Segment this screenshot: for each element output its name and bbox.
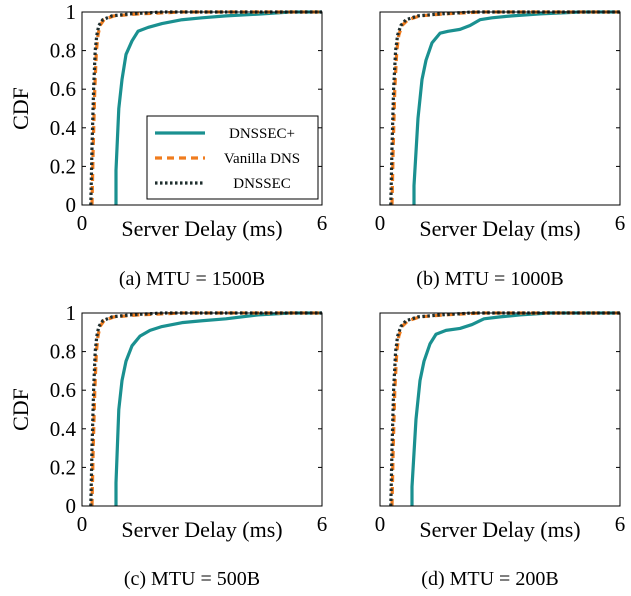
series-line-vanilla-dns [390,311,620,507]
panel-caption: (b) MTU = 1000B [416,268,563,290]
x-tick-label: 6 [615,512,626,536]
plot-frame [81,312,323,507]
y-tick-label: 0.4 [50,116,77,140]
series-line-vanilla-dns [90,311,322,507]
x-tick-label: 0 [375,211,386,235]
y-tick-label: 0.2 [50,154,76,178]
plot-frame [379,312,621,507]
panel-caption: (c) MTU = 500B [124,568,260,590]
chart-panel-4: 0 6 Server Delay (ms) (d) MTU = 200B [375,311,626,590]
x-axis-label: Server Delay (ms) [419,517,580,542]
plot-frame [379,11,621,206]
chart-panel-2: 0 6 Server Delay (ms) (b) MTU = 1000B [375,10,626,290]
series-line-dnssec [389,311,620,507]
y-tick-label: 0.8 [50,340,76,364]
y-axis-label: CDF [8,87,33,130]
y-tick-label: 0 [66,494,77,518]
x-tick-label: 6 [317,211,328,235]
legend-label: DNSSEC+ [229,126,295,142]
y-tick-label: 0.4 [50,417,77,441]
series-line-dnssec- [114,311,322,506]
x-tick-label: 0 [77,512,88,536]
legend-label: Vanilla DNS [224,151,300,167]
series-line-dnssec [89,311,322,507]
legend: DNSSEC+ Vanilla DNS DNSSEC [146,115,319,200]
y-tick-label: 0.6 [50,378,76,402]
y-tick-label: 0.6 [50,77,76,101]
x-tick-label: 0 [375,512,386,536]
chart-panel-3: 0 0.2 0.4 0.6 0.8 1 0 6 Server Delay (ms) CDF (c) … [8,301,327,590]
x-axis-label: Server Delay (ms) [121,216,282,241]
legend-box [146,115,319,200]
plot-frame [81,11,323,206]
y-tick-label: 0.2 [50,455,76,479]
series-line-vanilla-dns [390,10,620,206]
panel-caption: (d) MTU = 200B [421,568,558,590]
series-line-dnssec- [114,10,322,205]
x-tick-label: 0 [77,211,88,235]
y-tick-label: 0.8 [50,39,76,63]
x-axis-label: Server Delay (ms) [121,517,282,542]
y-axis-label: CDF [8,388,33,431]
series-line-dnssec [389,10,620,206]
y-tick-label: 1 [66,0,77,24]
panel-caption: (a) MTU = 1500B [119,268,265,290]
x-axis-label: Server Delay (ms) [419,216,580,241]
series-line-dnssec [89,10,322,206]
y-tick-label: 1 [66,301,77,325]
series-line-dnssec- [410,311,620,506]
x-tick-label: 6 [615,211,626,235]
x-tick-label: 6 [317,512,328,536]
y-tick-label: 0 [66,193,77,217]
legend-label: DNSSEC [233,176,291,192]
series-line-dnssec- [412,10,620,205]
chart-panel-1: 0 0.2 0.4 0.6 0.8 1 0 6 Server Delay (ms) CDF (a) … [8,0,327,290]
